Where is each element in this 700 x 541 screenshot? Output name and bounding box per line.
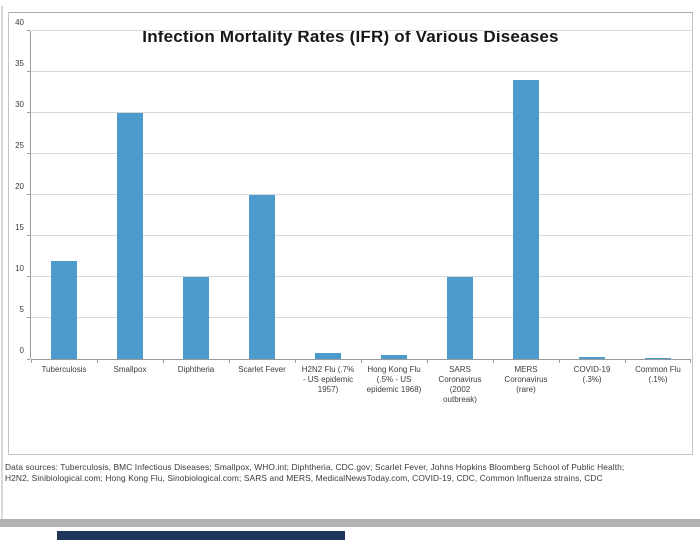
bar-tuberculosis (51, 260, 77, 359)
plot-area: 0 5 10 15 20 25 30 35 40 (15, 18, 691, 363)
data-sources-note: Data sources: Tuberculosis, BMC Infectio… (5, 462, 697, 483)
y-tick-label-5: 5 (19, 305, 24, 314)
y-tick-label-25: 25 (15, 141, 24, 150)
y-tick-label-20: 20 (15, 182, 24, 191)
category-label-7: SARS Coronavirus (2002 outbreak) (438, 365, 482, 404)
x-axis-tick (229, 359, 230, 363)
category-label-10: Common Flu (.1%) (635, 365, 681, 384)
data-sources-line-1: Data sources: Tuberculosis, BMC Infectio… (5, 462, 625, 472)
x-axis-tick (163, 359, 164, 363)
gridline-15 (31, 235, 691, 236)
gridline-30 (31, 112, 691, 113)
x-axis-tick (97, 359, 98, 363)
gridline-25 (31, 153, 691, 154)
gridline-5 (31, 317, 691, 318)
data-sources-line-2: H2N2, Sinibiological.com; Hong Kong Flu,… (5, 472, 603, 483)
y-tick-label-30: 30 (15, 100, 24, 109)
y-axis-tick (27, 112, 30, 113)
x-axis-tick (427, 359, 428, 363)
bar-scarlet-fever (249, 195, 275, 359)
category-label-4: Scarlet Fever (238, 365, 286, 374)
category-label-1: Tuberculosis (41, 365, 87, 374)
y-axis-tick (27, 317, 30, 318)
y-tick-label-40: 40 (15, 18, 24, 27)
y-axis-tick (27, 71, 30, 72)
y-tick-label-15: 15 (15, 223, 24, 232)
y-axis-tick (27, 30, 30, 31)
gridline-20 (31, 194, 691, 195)
category-label-9: COVID-19 (.3%) (573, 365, 611, 384)
bar-mers-coronavirus-rare (513, 80, 539, 359)
x-axis-tick (559, 359, 560, 363)
category-label-8: MERS Coronavirus (rare) (504, 365, 548, 394)
y-axis-tick (27, 194, 30, 195)
bar-covid-19-3 (579, 356, 605, 359)
y-tick-label-10: 10 (15, 264, 24, 273)
y-axis-tick (27, 235, 30, 236)
x-axis-tick (361, 359, 362, 363)
bar-diphtheria (183, 277, 209, 359)
y-tick-label-35: 35 (15, 59, 24, 68)
x-axis-tick (690, 359, 691, 363)
divider-strip (0, 519, 700, 527)
category-label-5: H2N2 Flu (.7% - US epidemic 1957) (301, 365, 355, 394)
y-axis-tick (27, 359, 30, 360)
category-label-3: Diphtheria (177, 365, 215, 374)
y-axis-tick (27, 153, 30, 154)
bar-sars-coronavirus-2002-outbreak (447, 277, 473, 359)
bar-smallpox (117, 113, 143, 359)
gridline-10 (31, 276, 691, 277)
bottom-accent-bar (57, 531, 345, 540)
category-label-2: Smallpox (113, 365, 147, 374)
gridline-40 (31, 30, 691, 31)
bar-hong-kong-flu-5-us-epidemic-1968 (381, 354, 407, 359)
x-axis-tick (31, 359, 32, 363)
bar-common-flu-1 (645, 357, 671, 359)
chart-title: Infection Mortality Rates (IFR) of Vario… (142, 27, 559, 46)
x-axis-tick (625, 359, 626, 363)
chart-container: Infection Mortality Rates (IFR) of Vario… (8, 12, 693, 455)
gridline-35 (31, 71, 691, 72)
y-tick-label-0: 0 (19, 346, 24, 355)
x-axis-tick (295, 359, 296, 363)
category-axis-labels: Tuberculosis Smallpox Diphtheria Scarlet Fe… (31, 365, 691, 425)
bar-h2n2-flu-7-us-epidemic-1957 (315, 353, 341, 359)
y-axis-tick (27, 276, 30, 277)
x-axis-tick (493, 359, 494, 363)
left-edge-line (1, 6, 3, 520)
category-label-6: Hong Kong Flu (.5% - US epidemic 1968) (366, 365, 422, 394)
y-axis-line (30, 31, 31, 359)
